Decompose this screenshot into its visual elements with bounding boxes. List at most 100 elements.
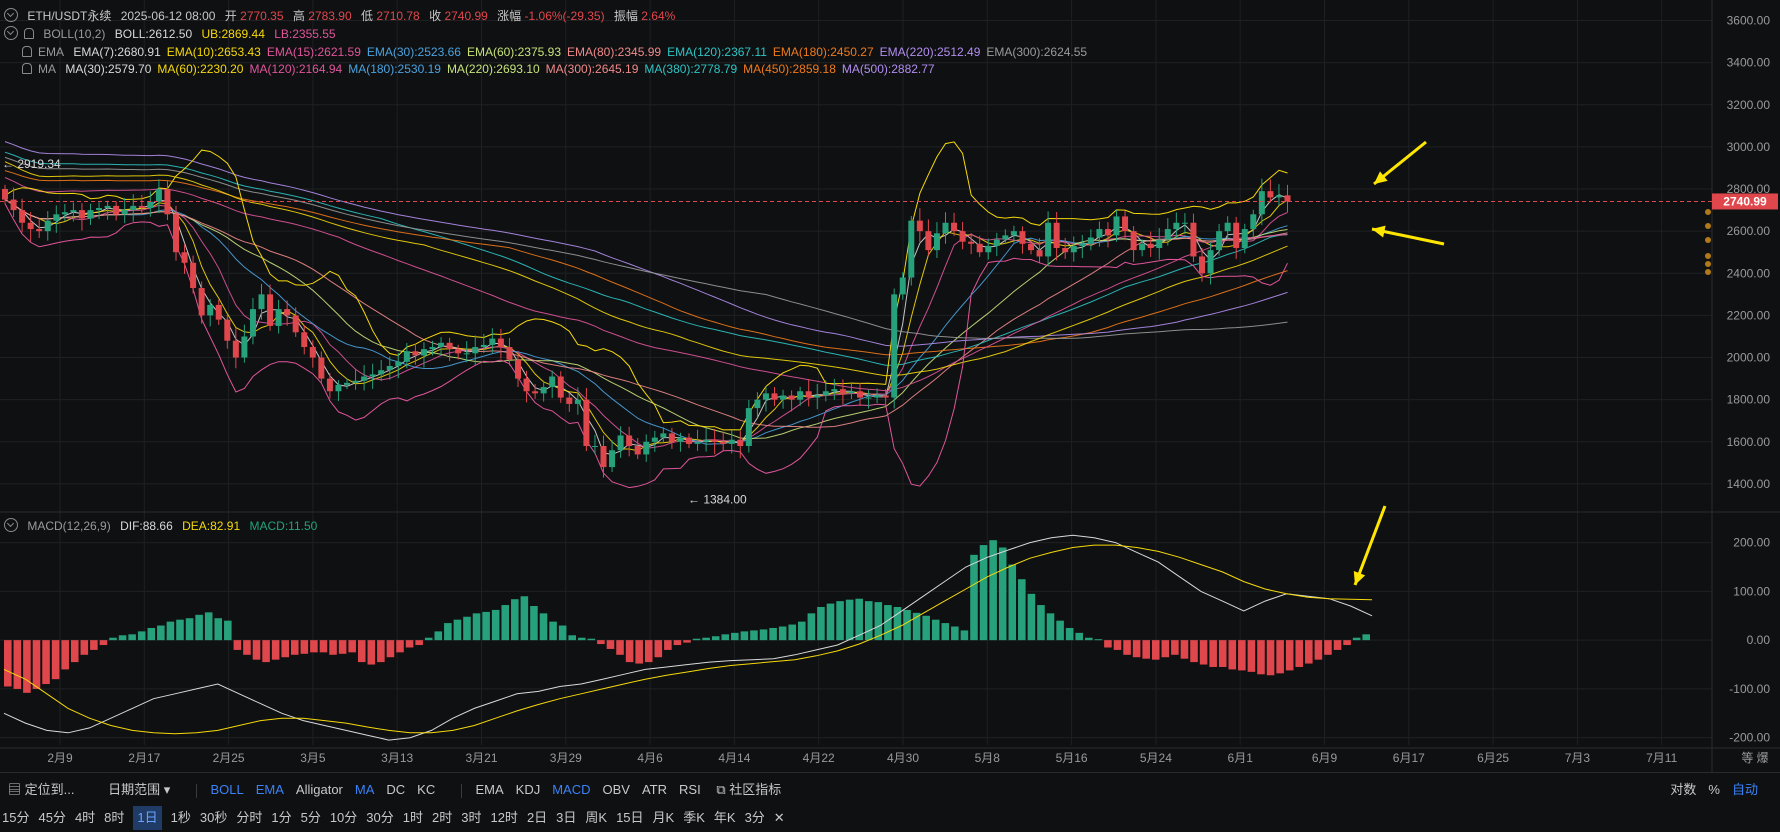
ma-item: MA(220):2693.10 <box>446 62 540 76</box>
candle-body <box>395 361 402 366</box>
ema-item: EMA(80):2345.99 <box>567 45 662 59</box>
close-icon[interactable]: ✕ <box>773 810 785 825</box>
candle-body <box>190 262 197 289</box>
date-range-button[interactable]: 日期范围 ▾ <box>108 782 171 797</box>
order-marker-icon <box>1705 223 1711 229</box>
interval-button[interactable]: 2时 <box>432 810 453 825</box>
candle-body <box>1156 239 1163 249</box>
interval-button[interactable]: 季K <box>683 810 705 825</box>
candle-body <box>626 435 633 447</box>
interval-button[interactable]: 12时 <box>490 810 518 825</box>
interval-button[interactable]: 1分 <box>271 810 292 825</box>
main-indicator-button[interactable]: BOLL <box>210 782 244 797</box>
x-tick-label: 4月22 <box>803 751 835 765</box>
interval-button[interactable]: 月K <box>652 810 675 825</box>
candle-body <box>839 389 846 394</box>
macd-histogram-bar <box>702 637 710 641</box>
low-label: 低 2710.78 <box>360 9 420 23</box>
alert-icon[interactable] <box>24 28 34 39</box>
interval-button[interactable]: 1秒 <box>170 810 191 825</box>
ohlc-legend: ETH/USDT永续 2025-06-12 08:00 开 2770.35 高 … <box>4 8 681 24</box>
scale-option-button[interactable]: % <box>1708 782 1720 797</box>
candle-body <box>1113 216 1120 236</box>
community-indicator-button[interactable]: ⧉ 社区指标 <box>716 782 782 797</box>
collapse-icon[interactable] <box>4 26 18 40</box>
alert-icon[interactable] <box>22 63 32 74</box>
interval-button[interactable]: 30秒 <box>199 810 228 825</box>
boll-lb: LB:2355.55 <box>274 27 336 41</box>
interval-button[interactable]: 10分 <box>329 810 358 825</box>
candle-body <box>403 351 410 362</box>
macd-histogram-bar <box>769 627 777 641</box>
ema-item: EMA(7):2680.91 <box>73 45 161 59</box>
scale-option-button[interactable]: 对数 <box>1670 782 1697 797</box>
candle-body <box>976 243 983 253</box>
sub-indicator-button[interactable]: MACD <box>552 782 591 797</box>
interval-button[interactable]: 15日 <box>616 810 644 825</box>
macd-histogram-bar <box>692 638 701 641</box>
candle-body <box>985 245 992 253</box>
boll-mid: BOLL:2612.50 <box>114 27 193 41</box>
macd-histogram-bar <box>147 627 156 641</box>
macd-dif-line <box>3 534 1373 741</box>
macd-histogram-bar <box>224 620 232 641</box>
collapse-icon[interactable] <box>4 518 18 532</box>
locate-button[interactable]: ▤ 定位到... <box>8 782 75 797</box>
macd-histogram-bar <box>836 601 844 641</box>
sub-indicator-button[interactable]: OBV <box>602 782 630 797</box>
macd-histogram-bar <box>1266 640 1275 676</box>
candle-body <box>968 241 975 244</box>
ma-item: MA(380):2778.79 <box>644 62 738 76</box>
candle-body <box>942 222 949 234</box>
candle-body <box>609 450 616 468</box>
interval-button[interactable]: 3时 <box>461 810 482 825</box>
ma-legend: MA MA(30):2579.70 MA(60):2230.20 MA(120):2… <box>22 61 941 77</box>
interval-button[interactable]: 3日 <box>556 810 577 825</box>
candle-body <box>1233 222 1240 249</box>
candle-body <box>780 395 787 400</box>
candle-body <box>865 397 872 399</box>
candle-body <box>1019 231 1026 244</box>
sub-indicator-button[interactable]: EMA <box>475 782 504 797</box>
macd-histogram-bar <box>1180 640 1189 659</box>
candle-body <box>429 347 436 350</box>
macd-histogram-bar <box>501 605 510 641</box>
scale-option-button[interactable]: 自动 <box>1731 782 1758 797</box>
candle-body <box>1199 256 1205 274</box>
interval-button[interactable]: 分时 <box>236 810 263 825</box>
alert-icon[interactable] <box>22 46 32 57</box>
sub-indicator-button[interactable]: RSI <box>679 782 701 797</box>
interval-button[interactable]: 2日 <box>526 810 548 825</box>
main-indicator-button[interactable]: EMA <box>255 782 284 797</box>
candle-body <box>1275 195 1282 198</box>
interval-button[interactable]: 1时 <box>402 810 423 825</box>
macd-histogram-bar <box>434 631 443 641</box>
interval-button[interactable]: 3分 <box>744 810 765 825</box>
collapse-icon[interactable] <box>4 8 18 22</box>
interval-button[interactable]: 4时 <box>74 810 96 825</box>
macd-histogram-bar <box>1209 640 1217 667</box>
main-indicator-button[interactable]: MA <box>354 782 375 797</box>
sub-indicator-button[interactable]: KDJ <box>515 782 541 797</box>
interval-button[interactable]: 15分 <box>2 810 30 825</box>
main-indicator-button[interactable]: KC <box>417 782 436 797</box>
interval-button[interactable]: 1日 <box>133 806 162 830</box>
interval-button[interactable]: 年K <box>713 810 736 825</box>
main-indicator-button[interactable]: Alligator <box>295 782 343 797</box>
macd-histogram-bar <box>262 640 270 663</box>
candle-body <box>882 395 889 398</box>
sub-indicator-button[interactable]: ATR <box>641 782 668 797</box>
interval-button[interactable]: 8时 <box>104 810 125 825</box>
price-chart[interactable]: 3600.00 3400.00 3200.00 3000.00 2800.00 2600.… <box>0 0 1780 772</box>
interval-button[interactable]: 45分 <box>38 810 66 825</box>
axis-tools-label: 等 爆 <box>1741 751 1768 765</box>
main-indicator-button[interactable]: DC <box>386 782 406 797</box>
macd-histogram-bar <box>137 631 146 641</box>
interval-button[interactable]: 5分 <box>300 810 321 825</box>
macd-histogram-bar <box>1314 640 1323 660</box>
interval-button[interactable]: 周K <box>585 810 608 825</box>
x-tick-label: 3月13 <box>381 751 413 765</box>
candle-body <box>198 288 205 316</box>
interval-button[interactable]: 30分 <box>366 810 394 825</box>
